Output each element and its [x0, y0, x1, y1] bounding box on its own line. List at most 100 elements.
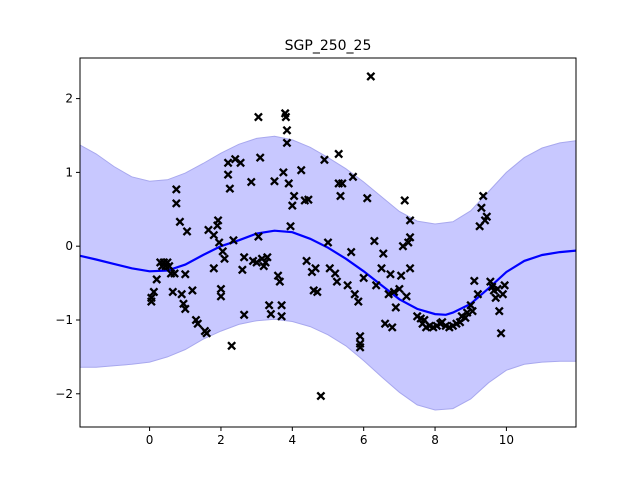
data-point-marker — [405, 215, 415, 225]
data-point-marker — [402, 291, 411, 301]
data-point-marker — [312, 287, 322, 297]
data-point-marker — [311, 263, 320, 273]
x-tick-label: 2 — [217, 433, 225, 447]
data-point-marker — [170, 269, 179, 278]
chart-title: SGP_250_25 — [285, 38, 372, 54]
axes-frame — [79, 57, 577, 428]
data-point-marker — [177, 289, 187, 299]
data-point-marker — [303, 195, 313, 205]
data-point-marker — [239, 252, 249, 262]
data-point-marker — [350, 289, 360, 299]
data-point-marker — [377, 263, 386, 273]
data-point-marker — [289, 191, 299, 201]
data-point-marker — [391, 303, 401, 312]
data-point-marker — [316, 391, 326, 401]
y-tick-label: 0 — [65, 239, 73, 253]
data-point-marker — [400, 196, 410, 205]
data-point-marker — [164, 261, 174, 271]
data-point-marker — [254, 232, 263, 242]
data-point-marker — [494, 306, 504, 316]
data-point-marker — [239, 310, 249, 320]
data-point-marker — [229, 235, 238, 245]
x-tick-label: 0 — [146, 433, 154, 447]
data-point-marker — [380, 319, 390, 329]
data-point-marker — [369, 236, 379, 246]
data-point-marker — [171, 184, 181, 194]
data-point-marker — [405, 263, 415, 273]
data-point-marker — [396, 271, 406, 281]
data-point-marker — [302, 256, 312, 266]
data-point-marker — [237, 265, 247, 275]
data-point-marker — [405, 232, 415, 242]
data-point-marker — [337, 179, 347, 188]
data-point-marker — [216, 291, 226, 301]
confidence-band — [80, 135, 576, 411]
data-point-marker — [223, 170, 233, 180]
data-point-marker — [359, 273, 369, 283]
data-point-marker — [469, 276, 479, 286]
data-point-marker — [262, 252, 272, 262]
y-tick-label: −1 — [55, 313, 73, 327]
data-point-marker — [218, 246, 228, 256]
data-point-marker — [394, 284, 404, 294]
x-tick-label: 8 — [431, 433, 439, 447]
x-tick-label: 6 — [360, 433, 368, 447]
data-point-marker — [275, 277, 285, 287]
data-point-marker — [187, 286, 197, 295]
data-point-marker — [146, 297, 156, 306]
plot-series — [80, 72, 576, 411]
data-point-marker — [209, 263, 219, 273]
data-point-marker — [389, 287, 399, 297]
data-point-marker — [277, 311, 287, 321]
data-point-marker — [175, 217, 185, 227]
data-point-marker — [278, 167, 288, 177]
data-point-marker — [478, 191, 488, 201]
y-tick-label: 2 — [65, 92, 73, 106]
data-point-marker — [296, 165, 306, 175]
data-point-marker — [323, 238, 333, 247]
data-point-marker — [473, 289, 483, 299]
data-point-marker — [227, 341, 237, 351]
data-point-marker — [180, 269, 190, 279]
data-point-marker — [246, 177, 256, 187]
data-point-marker — [254, 112, 263, 122]
data-point-marker — [348, 172, 358, 182]
data-point-marker — [266, 309, 276, 319]
data-point-marker — [284, 179, 294, 188]
y-tick-label: 1 — [65, 165, 73, 179]
data-point-marker — [209, 230, 219, 240]
plot-area — [80, 72, 576, 411]
data-point-marker — [202, 328, 212, 338]
data-point-marker — [236, 158, 245, 168]
data-point-marker — [386, 269, 395, 279]
data-point-marker — [498, 289, 508, 299]
data-point-marker — [252, 258, 262, 267]
data-point-marker — [193, 319, 203, 329]
data-point-marker — [334, 149, 344, 159]
data-point-marker — [216, 284, 226, 294]
data-point-marker — [398, 241, 408, 251]
data-point-marker — [346, 247, 356, 257]
data-point-marker — [270, 176, 279, 186]
data-point-marker — [320, 155, 329, 165]
data-point-marker — [500, 280, 510, 290]
data-point-marker — [371, 280, 381, 290]
data-point-marker — [366, 72, 376, 81]
data-point-marker — [182, 227, 192, 236]
data-point-marker — [264, 300, 274, 310]
data-point-marker — [255, 153, 265, 163]
data-point-marker — [152, 274, 162, 284]
data-point-marker — [355, 331, 365, 341]
data-point-marker — [180, 304, 190, 314]
data-point-marker — [220, 254, 229, 264]
data-point-marker — [168, 287, 178, 297]
data-point-marker — [355, 342, 365, 352]
data-point-marker — [282, 138, 292, 148]
data-point-marker — [223, 158, 233, 168]
data-point-marker — [225, 184, 235, 194]
data-point-marker — [286, 221, 295, 231]
data-point-marker — [491, 293, 501, 303]
data-point-marker — [213, 215, 223, 225]
data-point-marker — [482, 212, 492, 222]
data-point-marker — [230, 154, 240, 164]
